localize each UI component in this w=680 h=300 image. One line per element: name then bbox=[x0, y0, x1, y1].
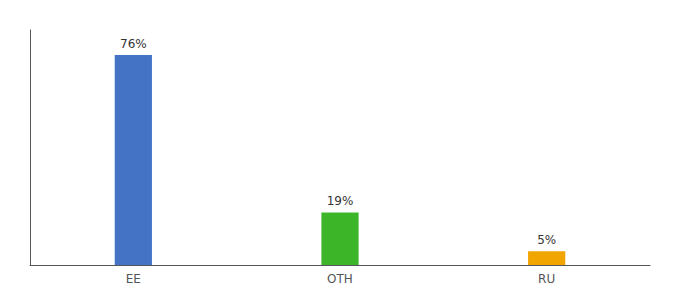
svg-text:RU: RU bbox=[538, 272, 555, 286]
svg-text:19%: 19% bbox=[327, 194, 354, 208]
svg-text:OTH: OTH bbox=[327, 272, 353, 286]
svg-text:76%: 76% bbox=[120, 37, 147, 51]
svg-text:EE: EE bbox=[126, 272, 141, 286]
svg-text:5%: 5% bbox=[537, 233, 556, 247]
